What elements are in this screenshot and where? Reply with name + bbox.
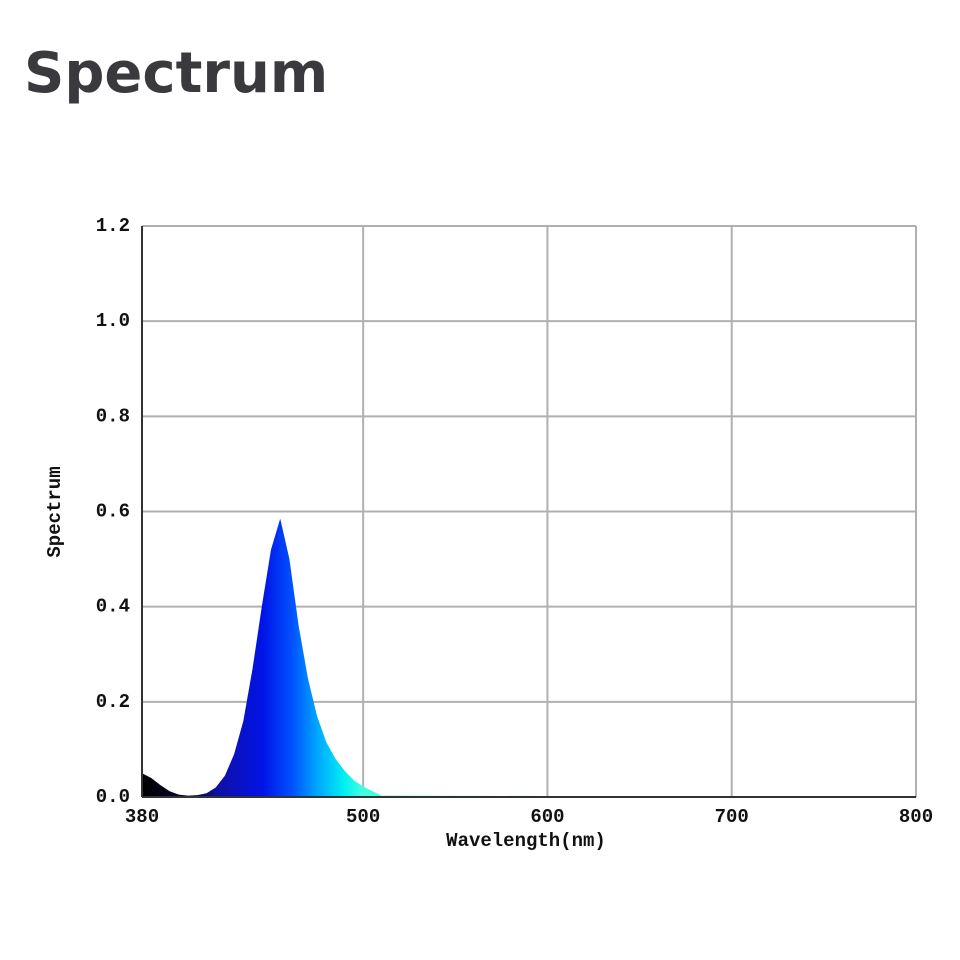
x-tick-label: 800	[899, 806, 933, 828]
x-tick-label: 500	[346, 806, 380, 828]
y-tick-label: 1.0	[96, 310, 130, 332]
x-tick-label: 700	[715, 806, 749, 828]
x-tick-label: 600	[530, 806, 564, 828]
x-tick-label: 380	[125, 806, 159, 828]
y-tick-label: 0.6	[96, 501, 130, 523]
y-tick-label: 0.0	[96, 786, 130, 808]
x-axis-label: Wavelength(nm)	[446, 830, 606, 852]
y-tick-label: 1.2	[96, 215, 130, 237]
chart-title: Spectrum	[24, 41, 328, 106]
y-axis-label: Spectrum	[44, 466, 66, 557]
spectrum-area	[142, 518, 916, 797]
y-tick-label: 0.2	[96, 691, 130, 713]
y-tick-label: 0.8	[96, 405, 130, 427]
y-tick-label: 0.4	[96, 596, 130, 618]
